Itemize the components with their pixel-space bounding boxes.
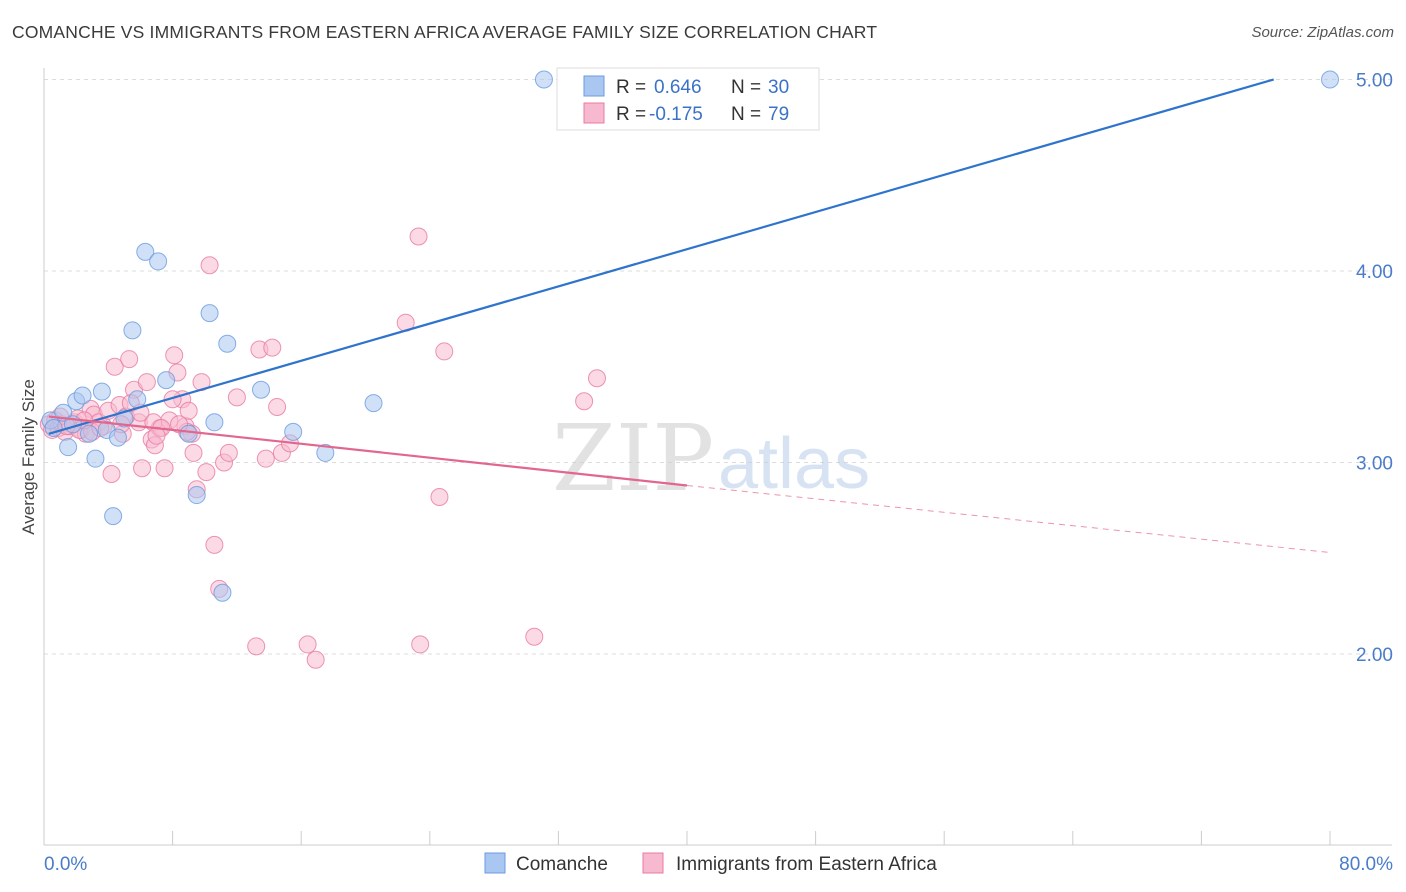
comanche-point	[187, 486, 206, 505]
eastern-africa-point	[575, 392, 594, 411]
eastern-africa-point	[268, 397, 287, 416]
watermark-zip: ZIP	[552, 405, 714, 512]
legend-n-label-2: N =	[731, 104, 761, 125]
trend-lines	[48, 78, 1331, 554]
eastern-africa-point	[247, 637, 266, 656]
legend-r-label-1: R =	[616, 77, 646, 98]
comanche-point	[205, 413, 224, 432]
eastern-africa-point	[256, 449, 275, 468]
comanche-point	[284, 422, 303, 441]
eastern-africa-point	[298, 635, 317, 654]
comanche-point	[213, 583, 232, 602]
comanche-point	[252, 380, 271, 399]
series-legend: Comanche Immigrants from Eastern Africa	[484, 852, 937, 875]
bottom-legend-label-eastern-africa: Immigrants from Eastern Africa	[676, 854, 937, 875]
eastern-africa-point	[525, 627, 544, 646]
comanche-point	[149, 252, 168, 271]
y-tick-label: 2.00	[1356, 645, 1393, 666]
data-points	[39, 70, 1339, 669]
comanche-point	[86, 449, 105, 468]
legend-n-label-1: N =	[731, 77, 761, 98]
eastern-africa-point	[105, 357, 124, 376]
eastern-africa-point	[197, 463, 216, 482]
legend-r-label-2: R =	[616, 104, 646, 125]
x-tick-label: 80.0%	[1339, 854, 1393, 875]
eastern-africa-point	[430, 487, 449, 506]
watermark: ZIP atlas	[552, 405, 870, 512]
comanche-point	[104, 507, 123, 526]
legend-swatch-eastern-africa	[583, 102, 605, 124]
x-tick-labels: 0.0% 80.0%	[44, 854, 1393, 875]
axes	[43, 68, 1392, 846]
y-axis-title: Average Family Size	[19, 379, 38, 535]
y-tick-label: 4.00	[1356, 262, 1393, 283]
comanche-point	[200, 304, 219, 323]
legend-n-value-2: 79	[768, 104, 789, 125]
eastern-africa-point	[205, 535, 224, 554]
comanche-point	[123, 321, 142, 340]
comanche-point	[136, 242, 155, 261]
eastern-africa-point	[120, 350, 139, 369]
eastern-africa-point	[263, 338, 282, 357]
eastern-africa-trend-extension	[686, 484, 1331, 554]
comanche-point	[179, 424, 198, 443]
eastern-africa-point	[219, 443, 238, 462]
comanche-point	[80, 424, 99, 443]
eastern-africa-point	[137, 373, 156, 392]
eastern-africa-point	[411, 635, 430, 654]
legend-r-value-2: -0.175	[649, 104, 703, 125]
comanche-point	[534, 70, 553, 89]
comanche-point	[73, 386, 92, 405]
comanche-point	[128, 390, 147, 409]
comanche-point	[316, 443, 335, 462]
legend-r-value-1: 0.646	[654, 77, 702, 98]
y-tick-label: 3.00	[1356, 454, 1393, 475]
eastern-africa-point	[200, 256, 219, 275]
eastern-africa-point	[409, 227, 428, 246]
comanche-point	[218, 334, 237, 353]
eastern-africa-point	[184, 443, 203, 462]
watermark-atlas: atlas	[718, 424, 870, 504]
eastern-africa-point	[179, 401, 198, 420]
bottom-legend-label-comanche: Comanche	[516, 854, 608, 875]
stats-legend: R = 0.646 N = 30 R = -0.175 N = 79	[556, 67, 820, 131]
grid-lines	[44, 79, 1392, 655]
x-tick-label: 0.0%	[44, 854, 87, 875]
comanche-trend-line	[48, 78, 1275, 435]
eastern-africa-point	[165, 346, 184, 365]
comanche-point	[1321, 70, 1339, 89]
eastern-africa-point	[133, 459, 152, 478]
comanche-point	[44, 419, 63, 438]
eastern-africa-trend-line	[48, 415, 688, 487]
legend-swatch-comanche	[583, 75, 605, 97]
eastern-africa-point	[227, 388, 246, 407]
eastern-africa-point	[102, 464, 121, 483]
chart-title: COMANCHE VS IMMIGRANTS FROM EASTERN AFRI…	[12, 22, 878, 42]
eastern-africa-point	[435, 342, 454, 361]
eastern-africa-point	[155, 459, 174, 478]
bottom-legend-swatch-comanche	[484, 852, 506, 874]
comanche-point	[108, 428, 127, 447]
eastern-africa-point	[587, 369, 606, 388]
comanche-point	[59, 438, 78, 457]
legend-n-value-1: 30	[768, 77, 789, 98]
comanche-point	[92, 382, 111, 401]
y-tick-labels: 2.00 3.00 4.00 5.00	[1356, 71, 1393, 667]
bottom-legend-swatch-eastern-africa	[642, 852, 664, 874]
comanche-point	[157, 371, 176, 390]
y-tick-label: 5.00	[1356, 71, 1393, 92]
eastern-africa-point	[306, 650, 325, 669]
comanche-point	[364, 394, 383, 413]
source-label: Source: ZipAtlas.com	[1251, 24, 1394, 41]
